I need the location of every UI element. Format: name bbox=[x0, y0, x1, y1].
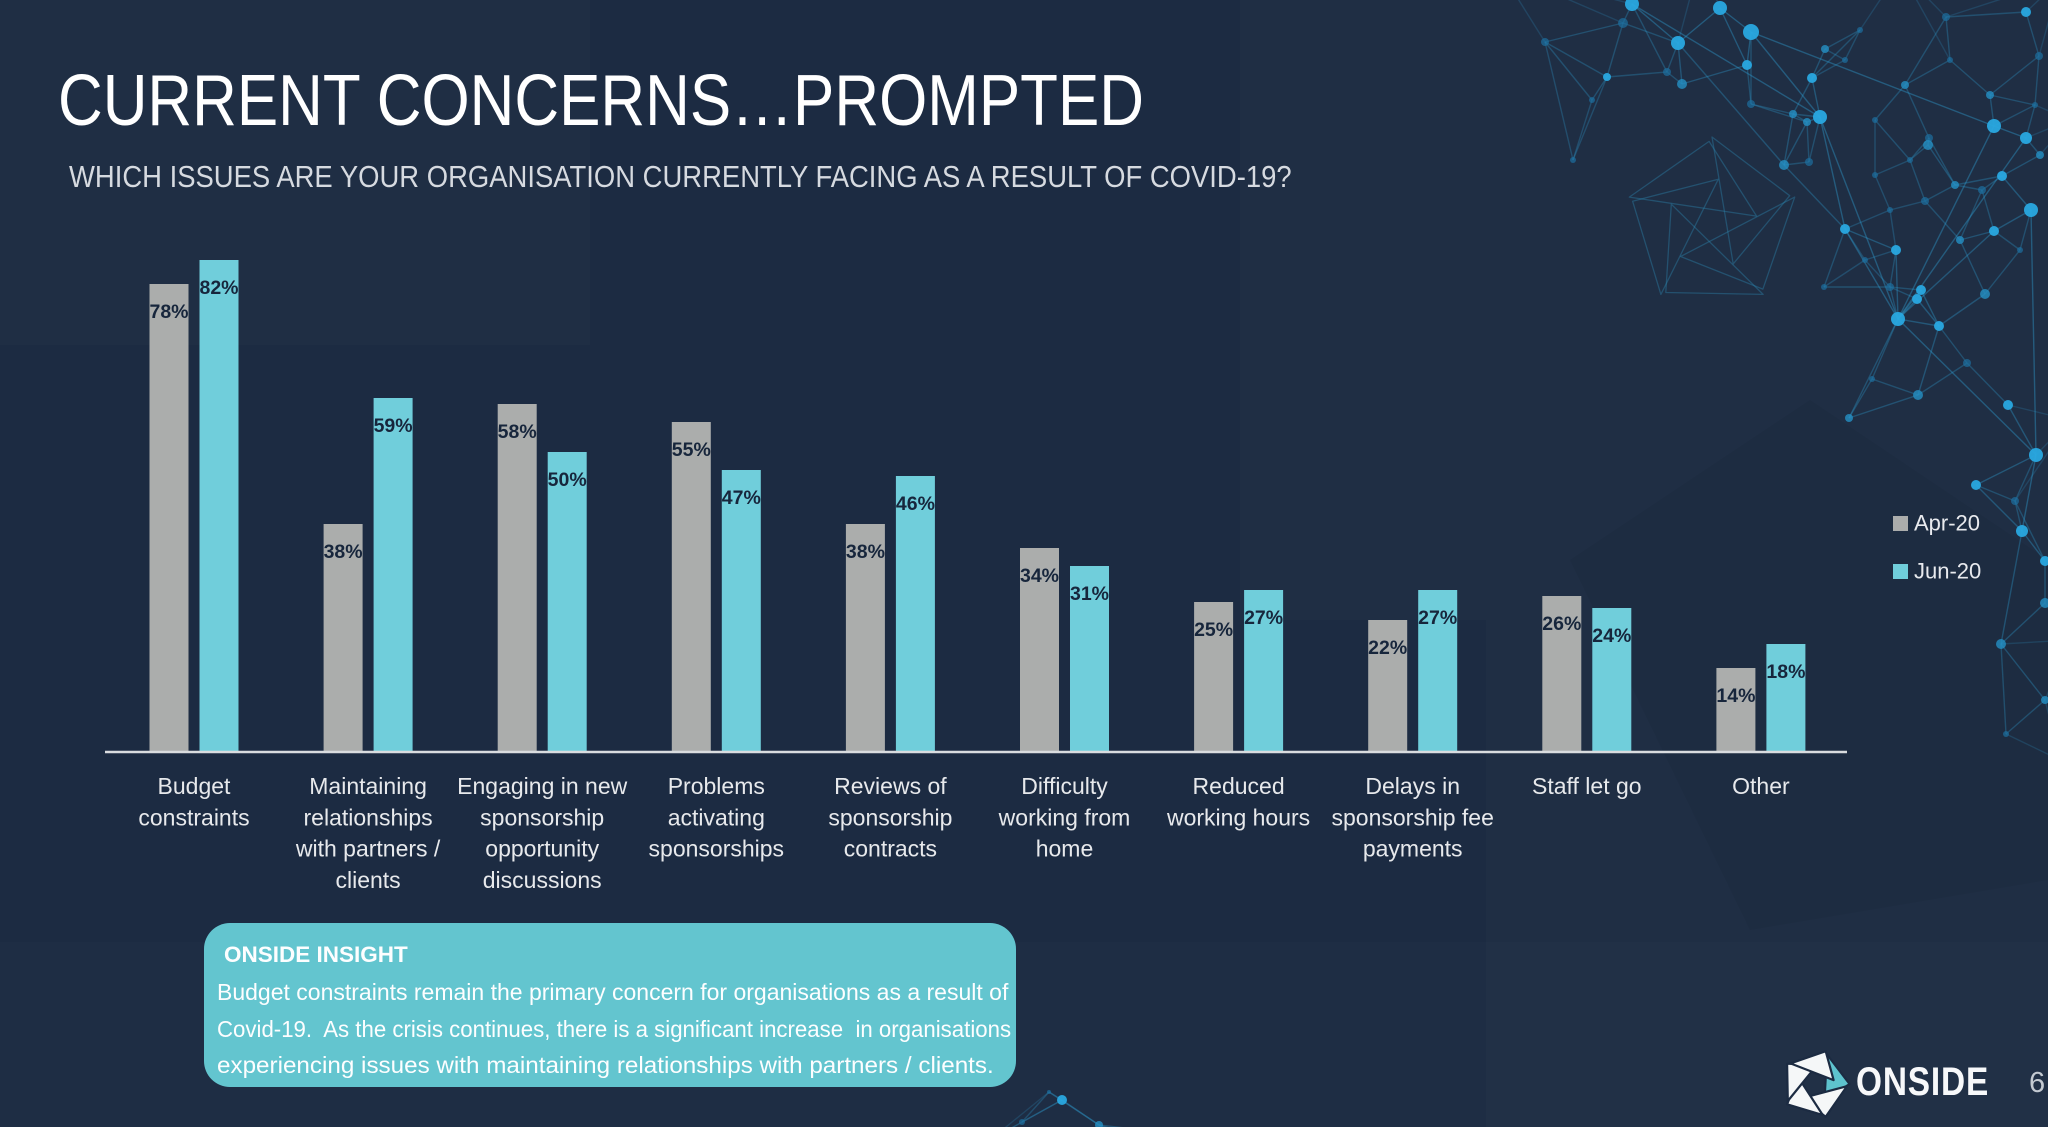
svg-text:Maintaining: Maintaining bbox=[309, 773, 427, 799]
svg-text:31%: 31% bbox=[1070, 583, 1109, 605]
svg-text:82%: 82% bbox=[199, 277, 238, 299]
svg-text:78%: 78% bbox=[149, 301, 188, 323]
svg-text:25%: 25% bbox=[1194, 619, 1233, 641]
svg-text:27%: 27% bbox=[1244, 607, 1283, 629]
svg-text:discussions: discussions bbox=[483, 867, 602, 893]
svg-text:Staff let go: Staff let go bbox=[1532, 773, 1642, 799]
svg-text:home: home bbox=[1036, 836, 1094, 862]
svg-text:26%: 26% bbox=[1542, 613, 1581, 635]
svg-text:58%: 58% bbox=[498, 421, 537, 443]
svg-text:27%: 27% bbox=[1418, 607, 1457, 629]
svg-text:34%: 34% bbox=[1020, 565, 1059, 587]
svg-text:opportunity: opportunity bbox=[485, 836, 599, 862]
svg-text:59%: 59% bbox=[374, 415, 413, 437]
svg-text:payments: payments bbox=[1363, 836, 1463, 862]
svg-text:Difficulty: Difficulty bbox=[1021, 773, 1108, 799]
svg-text:47%: 47% bbox=[722, 487, 761, 509]
svg-text:14%: 14% bbox=[1716, 685, 1755, 707]
svg-text:Jun-20: Jun-20 bbox=[1914, 559, 1981, 584]
svg-text:working hours: working hours bbox=[1166, 804, 1310, 830]
svg-text:38%: 38% bbox=[846, 541, 885, 563]
svg-text:working from: working from bbox=[998, 804, 1131, 830]
svg-text:55%: 55% bbox=[672, 439, 711, 461]
svg-text:sponsorship: sponsorship bbox=[828, 804, 952, 830]
svg-text:Engaging in new: Engaging in new bbox=[457, 773, 627, 799]
svg-text:Reviews of: Reviews of bbox=[834, 773, 947, 799]
svg-text:with partners /: with partners / bbox=[295, 836, 441, 862]
svg-text:Reduced: Reduced bbox=[1193, 773, 1285, 799]
svg-text:Budget: Budget bbox=[158, 773, 232, 799]
svg-text:18%: 18% bbox=[1766, 661, 1805, 683]
svg-text:22%: 22% bbox=[1368, 637, 1407, 659]
svg-text:38%: 38% bbox=[324, 541, 363, 563]
svg-text:contracts: contracts bbox=[844, 836, 937, 862]
svg-text:sponsorship: sponsorship bbox=[480, 804, 604, 830]
svg-text:Problems: Problems bbox=[668, 773, 765, 799]
svg-text:clients: clients bbox=[335, 867, 400, 893]
svg-text:activating: activating bbox=[668, 804, 765, 830]
svg-text:Other: Other bbox=[1732, 773, 1790, 799]
svg-text:Delays in: Delays in bbox=[1365, 773, 1460, 799]
svg-text:constraints: constraints bbox=[138, 804, 249, 830]
svg-text:46%: 46% bbox=[896, 493, 935, 515]
svg-text:sponsorships: sponsorships bbox=[649, 836, 785, 862]
svg-text:50%: 50% bbox=[548, 469, 587, 491]
svg-text:Apr-20: Apr-20 bbox=[1914, 511, 1980, 536]
svg-text:relationships: relationships bbox=[304, 804, 433, 830]
svg-text:sponsorship fee: sponsorship fee bbox=[1332, 804, 1494, 830]
svg-text:24%: 24% bbox=[1592, 625, 1631, 647]
